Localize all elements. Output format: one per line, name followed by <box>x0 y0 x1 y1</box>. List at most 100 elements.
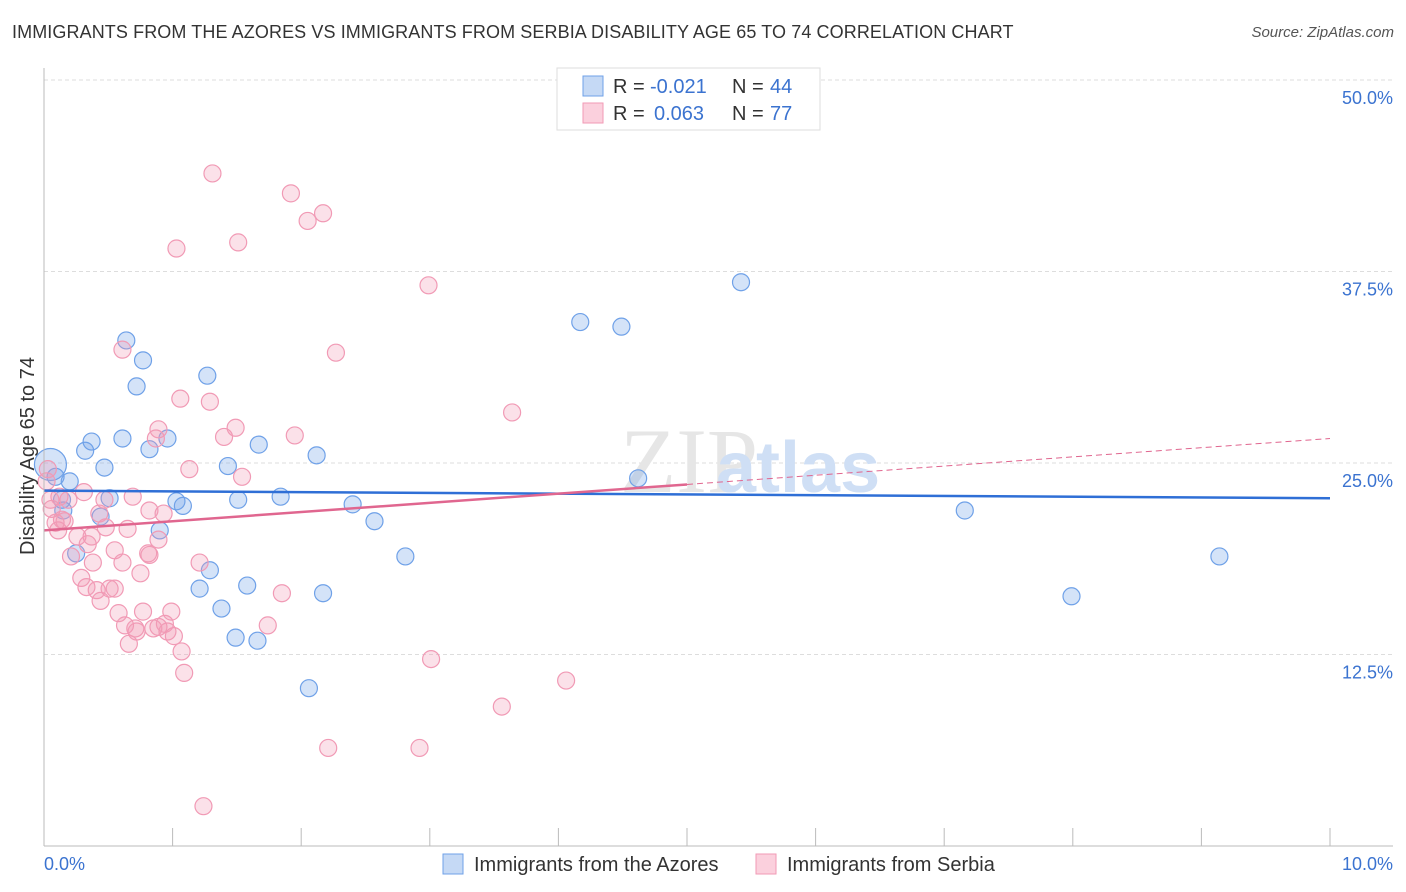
serbia-point <box>113 553 132 572</box>
azores-point <box>731 273 751 292</box>
azores-point <box>629 469 648 488</box>
azores-point <box>140 440 159 459</box>
serbia-point <box>83 553 102 572</box>
serbia-point <box>419 276 438 295</box>
serbia-point <box>61 547 81 566</box>
azores-point <box>200 561 219 580</box>
azores-point <box>365 512 384 531</box>
legend-swatch-serbia <box>755 853 777 875</box>
y-tick-label: 50.0% <box>1342 88 1393 108</box>
serbia-point <box>133 602 153 621</box>
azores-point <box>82 432 101 451</box>
serbia-point <box>298 211 317 231</box>
azores-point <box>343 495 362 514</box>
chart-title: IMMIGRANTS FROM THE AZORES VS IMMIGRANTS… <box>12 22 1014 42</box>
azores-point <box>33 447 68 482</box>
serbia-point <box>72 568 91 588</box>
serbia-point <box>326 343 346 362</box>
azores-point <box>117 331 136 350</box>
azores-point <box>173 496 192 515</box>
serbia-point <box>281 184 301 203</box>
stats-legend: R = -0.021 N = 44 R = 0.063 N = 77 <box>556 67 821 131</box>
serbia-point <box>119 634 138 653</box>
azores-trend-line <box>43 489 1331 500</box>
y-tick-label: 37.5% <box>1342 280 1393 300</box>
legend-label-serbia: Immigrants from Serbia <box>787 854 996 876</box>
n-label-azores: N = <box>732 76 764 98</box>
serbia-point <box>171 389 190 408</box>
serbia-point <box>229 233 248 252</box>
legend-label-azores: Immigrants from the Azores <box>474 854 719 876</box>
serbia-point <box>200 392 219 411</box>
azores-point <box>127 377 146 396</box>
azores-point <box>571 312 590 332</box>
serbia-point <box>272 584 292 603</box>
azores-point <box>249 435 268 454</box>
serbia-point <box>77 577 96 597</box>
serbia-point <box>158 622 177 641</box>
serbia-point <box>175 663 194 682</box>
serbia-point <box>109 604 128 623</box>
serbia-point <box>232 467 252 486</box>
serbia-point <box>123 487 142 506</box>
azores-point <box>218 456 237 476</box>
azores-point <box>955 501 974 520</box>
serbia-point <box>87 581 106 600</box>
serbia-point <box>126 619 145 638</box>
azores-point <box>229 490 248 509</box>
azores-point <box>133 351 153 370</box>
serbia-swatch <box>582 102 604 124</box>
azores-point <box>226 628 245 647</box>
azores-point <box>95 458 114 477</box>
n-value-azores: 44 <box>770 76 792 98</box>
serbia-trend-line <box>43 483 688 532</box>
serbia-point <box>149 530 168 549</box>
serbia-point <box>140 501 159 520</box>
serbia-point <box>258 616 277 635</box>
azores-point <box>313 584 333 603</box>
x-tick-label-min: 0.0% <box>44 854 85 874</box>
azores-point <box>113 429 132 448</box>
serbia-point <box>105 579 124 598</box>
azores-point <box>612 317 631 336</box>
serbia-point <box>190 553 209 572</box>
serbia-point <box>172 642 191 661</box>
serbia-trend-extension <box>686 437 1331 485</box>
serbia-point <box>492 697 511 716</box>
azores-point <box>190 579 209 598</box>
serbia-point <box>164 627 183 646</box>
serbia-point <box>78 535 97 554</box>
azores-point <box>396 547 415 566</box>
serbia-point <box>214 427 234 447</box>
y-axis-label: Disability Age 65 to 74 <box>17 357 39 555</box>
x-tick-label-max: 10.0% <box>1342 854 1393 874</box>
serbia-point <box>203 164 222 183</box>
r-label-serbia: R = <box>613 103 645 125</box>
r-label-azores: R = <box>613 76 645 98</box>
azores-point <box>248 631 267 650</box>
serbia-point <box>113 340 132 359</box>
serbia-point <box>140 545 159 565</box>
serbia-point <box>59 490 78 509</box>
serbia-point <box>131 564 150 583</box>
serbia-point <box>285 426 304 445</box>
azores-point <box>307 446 326 465</box>
serbia-point <box>146 429 165 448</box>
serbia-point <box>319 738 338 758</box>
azores-point <box>76 441 95 460</box>
serbia-point <box>91 591 110 610</box>
serbia-point <box>38 460 57 479</box>
y-tick-label: 12.5% <box>1342 663 1393 683</box>
azores-point <box>1062 587 1081 606</box>
y-tick-label: 25.0% <box>1342 471 1393 491</box>
serbia-point <box>167 239 186 258</box>
serbia-point <box>421 649 441 669</box>
source-label: Source: ZipAtlas.com <box>1251 24 1394 41</box>
azores-point <box>1210 547 1229 566</box>
serbia-point <box>410 738 429 758</box>
r-value-serbia: 0.063 <box>654 103 704 125</box>
legend-swatch-azores <box>442 853 464 875</box>
serbia-point <box>313 204 333 223</box>
